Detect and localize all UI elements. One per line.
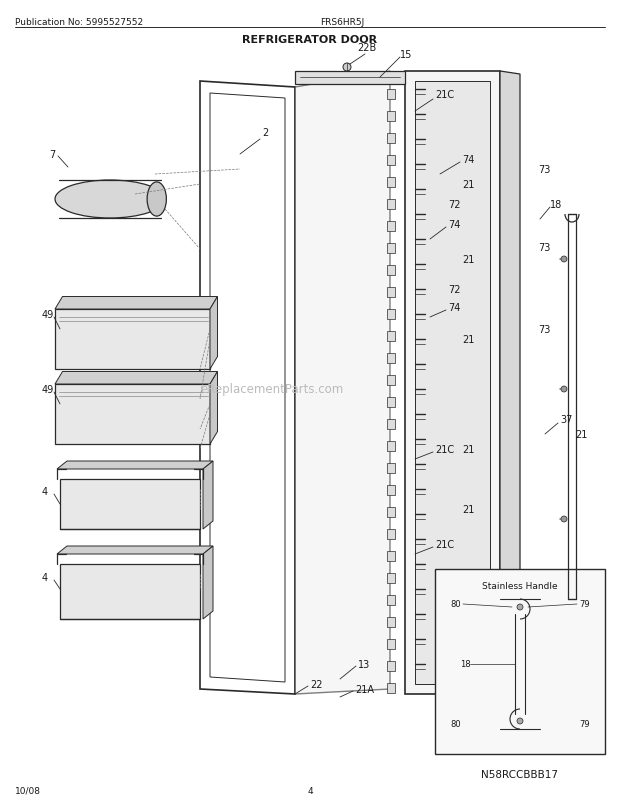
Text: 18: 18 [460, 660, 471, 669]
Bar [387, 200, 395, 210]
Bar [387, 508, 395, 517]
Polygon shape [57, 546, 213, 554]
Bar [387, 398, 395, 407]
Text: 74: 74 [448, 220, 461, 229]
Text: 4: 4 [307, 786, 313, 795]
Bar [387, 419, 395, 429]
Text: 22B: 22B [357, 43, 376, 53]
Text: 13: 13 [358, 659, 370, 669]
Text: 21: 21 [462, 180, 474, 190]
Circle shape [343, 64, 351, 72]
Text: 80: 80 [450, 600, 461, 609]
Bar [387, 639, 395, 649]
Polygon shape [210, 297, 218, 370]
Text: 73: 73 [538, 243, 551, 253]
Bar [387, 375, 395, 386]
Polygon shape [55, 297, 218, 310]
Circle shape [561, 387, 567, 392]
Bar [387, 331, 395, 342]
Text: REFRIGERATOR DOOR: REFRIGERATOR DOOR [242, 35, 378, 45]
Text: 15: 15 [400, 50, 412, 60]
Bar [387, 618, 395, 627]
Bar [387, 595, 395, 606]
Bar [387, 310, 395, 320]
Text: 22: 22 [310, 679, 322, 689]
Polygon shape [55, 384, 210, 444]
Bar [387, 221, 395, 232]
Text: Stainless Handle: Stainless Handle [482, 581, 558, 590]
Text: 18: 18 [550, 200, 562, 210]
Text: 79: 79 [579, 719, 590, 728]
Text: 49: 49 [42, 310, 55, 320]
Polygon shape [60, 565, 200, 619]
Text: 49: 49 [42, 384, 55, 395]
Ellipse shape [147, 183, 166, 217]
Polygon shape [203, 461, 213, 529]
Polygon shape [55, 310, 210, 370]
Polygon shape [210, 372, 218, 444]
Polygon shape [203, 546, 213, 619]
Text: FRS6HR5J: FRS6HR5J [320, 18, 365, 27]
Text: 37: 37 [560, 415, 572, 424]
Polygon shape [405, 72, 500, 695]
Polygon shape [295, 72, 390, 695]
Text: 21: 21 [462, 444, 474, 455]
Text: 21: 21 [462, 334, 474, 345]
Bar [387, 529, 395, 539]
Bar [387, 661, 395, 671]
Text: 80: 80 [450, 719, 461, 728]
Bar [387, 90, 395, 100]
Circle shape [517, 604, 523, 610]
Bar [387, 265, 395, 276]
Bar [387, 134, 395, 144]
Text: 73: 73 [538, 325, 551, 334]
Polygon shape [57, 461, 213, 469]
Text: 21C: 21C [435, 539, 454, 549]
Text: 2: 2 [262, 128, 268, 138]
Text: 21C: 21C [435, 444, 454, 455]
Bar [387, 683, 395, 693]
Bar [435, 569, 605, 754]
Bar [387, 178, 395, 188]
Bar [387, 244, 395, 253]
Text: 21A: 21A [355, 684, 374, 695]
Text: 21C: 21C [435, 90, 454, 100]
Text: 74: 74 [462, 155, 474, 164]
Bar [387, 288, 395, 298]
Bar [387, 441, 395, 452]
Polygon shape [55, 372, 218, 384]
Ellipse shape [55, 180, 165, 219]
Bar [387, 551, 395, 561]
Text: 21: 21 [462, 255, 474, 265]
Text: 7: 7 [49, 150, 55, 160]
Circle shape [561, 516, 567, 522]
Polygon shape [295, 72, 405, 85]
Text: 21: 21 [462, 504, 474, 514]
Bar [387, 485, 395, 496]
Text: 74: 74 [448, 302, 461, 313]
Polygon shape [500, 72, 520, 695]
Text: 79: 79 [579, 600, 590, 609]
Text: 73: 73 [538, 164, 551, 175]
Bar [387, 111, 395, 122]
Polygon shape [60, 480, 200, 529]
Text: 21: 21 [575, 429, 587, 439]
Text: 72: 72 [448, 200, 461, 210]
Bar [387, 573, 395, 583]
Text: Publication No: 5995527552: Publication No: 5995527552 [15, 18, 143, 27]
Bar [387, 354, 395, 363]
Bar [387, 464, 395, 473]
Text: 4: 4 [42, 486, 48, 496]
Bar [387, 156, 395, 166]
Polygon shape [415, 82, 490, 684]
Circle shape [561, 257, 567, 263]
Text: 4: 4 [42, 573, 48, 582]
Circle shape [517, 718, 523, 724]
Text: eReplacementParts.com: eReplacementParts.com [200, 383, 343, 396]
Text: 10/08: 10/08 [15, 786, 41, 795]
Text: N58RCCBBB17: N58RCCBBB17 [482, 769, 559, 779]
Text: 72: 72 [448, 285, 461, 294]
